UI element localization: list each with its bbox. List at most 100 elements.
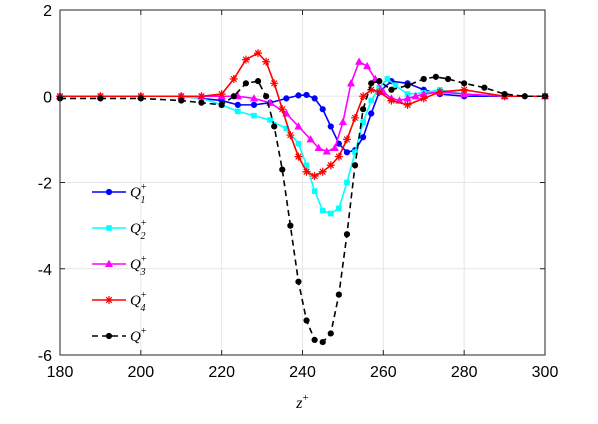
legend-item: Q+ 3 (92, 254, 147, 278)
data-point (303, 91, 310, 99)
data-point (384, 76, 391, 82)
data-point (279, 166, 286, 173)
data-point (250, 101, 258, 108)
data-point (303, 317, 310, 324)
data-point (343, 231, 351, 238)
legend-label: Q+ 3 (130, 254, 147, 278)
data-point (311, 336, 318, 344)
data-point (327, 210, 334, 217)
data-point (262, 57, 271, 66)
y-tick-label: -6 (38, 348, 52, 365)
data-point (234, 101, 241, 108)
data-point (435, 87, 444, 96)
legend-marker (105, 188, 113, 196)
legend-label: Q+ 4 (130, 290, 147, 314)
data-point (230, 93, 237, 100)
x-axis-label-text: z+ (295, 392, 308, 412)
data-point (432, 73, 439, 80)
data-point (411, 92, 420, 100)
data-point (278, 105, 287, 114)
data-point (249, 94, 259, 102)
data-point (197, 92, 206, 101)
data-point (319, 207, 326, 214)
data-point (295, 278, 302, 285)
data-point (326, 161, 335, 170)
data-point (286, 131, 295, 140)
data-point (360, 119, 366, 125)
data-point (403, 100, 412, 109)
data-point (375, 87, 384, 96)
data-point (338, 117, 347, 126)
y-tick-label: 2 (43, 3, 52, 20)
y-tick-label: 0 (43, 89, 52, 106)
data-point (311, 188, 318, 194)
legend-marker (104, 259, 114, 268)
data-point (263, 93, 270, 100)
data-point (342, 135, 351, 144)
data-point (327, 123, 334, 130)
legend: Q+ 1 Q+ 2 Q+ 3 Q+ 4 Q+ (92, 182, 147, 345)
legend-marker (105, 332, 113, 340)
data-point (501, 90, 508, 98)
series-line (60, 80, 545, 154)
data-point (351, 162, 359, 169)
data-point (355, 57, 364, 65)
x-tick-label: 220 (208, 364, 235, 381)
data-point (254, 78, 262, 85)
data-point (319, 338, 326, 346)
data-point (360, 134, 367, 141)
x-tick-label: 280 (451, 364, 478, 381)
data-point (359, 92, 368, 101)
data-point (334, 152, 343, 161)
data-point (235, 108, 241, 115)
x-tick-label: 300 (532, 364, 559, 381)
data-point (343, 149, 351, 156)
data-point (294, 122, 303, 130)
data-point (388, 86, 395, 93)
data-point (322, 147, 331, 155)
data-point (336, 205, 342, 212)
data-point (368, 80, 375, 87)
data-point (444, 75, 452, 83)
legend-marker (105, 296, 113, 304)
data-point (97, 95, 104, 102)
x-axis-label: z+ (295, 392, 308, 412)
data-point (481, 84, 488, 91)
data-point (387, 96, 396, 105)
data-point (346, 79, 356, 87)
data-point (254, 49, 263, 58)
data-point (351, 113, 360, 122)
x-tick-label: 260 (370, 364, 397, 381)
data-point (368, 110, 375, 117)
legend-label: Q+ 2 (130, 218, 147, 242)
data-point (368, 97, 375, 104)
data-point (178, 97, 185, 104)
data-point (392, 82, 399, 89)
data-point (360, 106, 367, 113)
data-point (137, 95, 144, 102)
data-point (310, 172, 319, 181)
data-point (420, 75, 427, 83)
data-point (461, 80, 468, 87)
data-point (294, 152, 303, 161)
legend-label: Q+ (130, 326, 147, 345)
data-point (287, 222, 294, 229)
y-tick-label: -2 (38, 176, 52, 193)
data-point (229, 75, 238, 83)
data-point (306, 135, 315, 143)
data-point (218, 101, 225, 108)
data-point (251, 112, 257, 119)
data-point (319, 106, 326, 113)
data-point (521, 93, 528, 100)
legend-item: Q+ 1 (92, 182, 147, 206)
data-point (283, 95, 290, 102)
data-point (241, 55, 250, 64)
data-point (318, 167, 327, 176)
y-tick-label: -4 (38, 262, 52, 279)
legend-label: Q+ 1 (130, 182, 147, 206)
data-point (404, 82, 411, 89)
data-point (330, 143, 339, 152)
data-point (177, 92, 186, 101)
